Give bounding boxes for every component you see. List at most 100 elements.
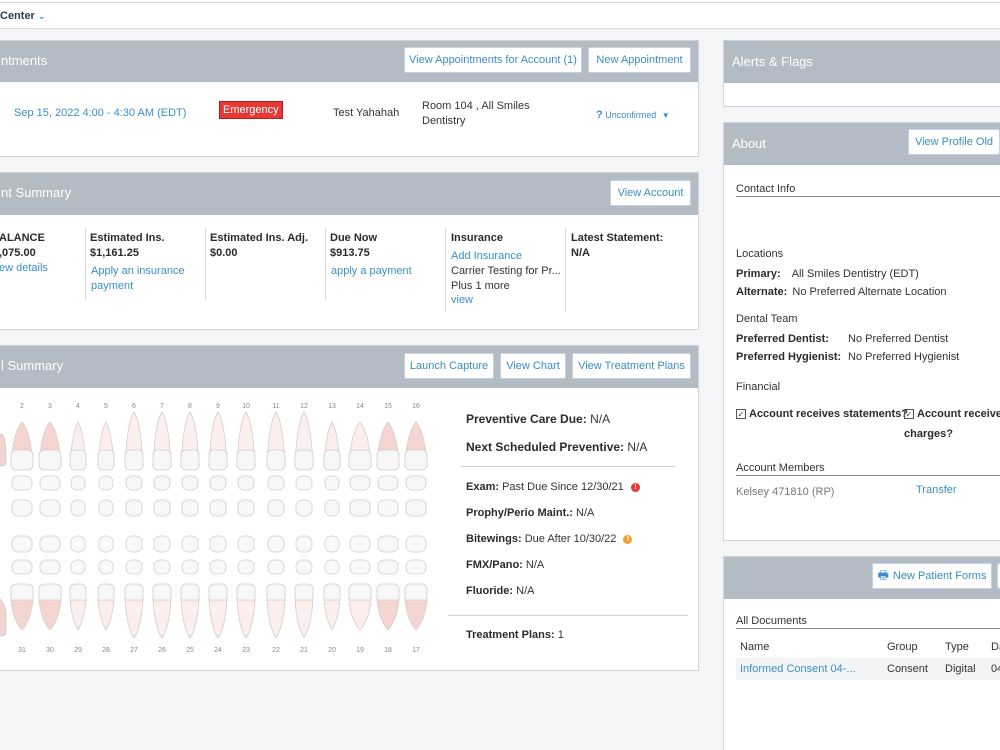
tooth-upper-crown (152, 449, 172, 471)
documents-more-button[interactable] (997, 563, 1000, 589)
transfer-link[interactable]: Transfer (916, 484, 957, 496)
column-divider (325, 228, 326, 300)
column-divider (85, 228, 86, 300)
statements-checkbox[interactable]: ✓ Account receives statements? (736, 408, 908, 420)
tooth-occlusal-lower (98, 535, 114, 553)
appointment-location-line1: Room 104 , All Smiles (422, 100, 530, 112)
tooth-occlusal-lower (405, 535, 427, 553)
primary-value: All Smiles Dentistry (EDT) (791, 268, 919, 280)
tooth-number: 14 (356, 403, 364, 410)
statements-label: Account receives statements? (749, 408, 908, 420)
about-header: About View Profile Old (724, 123, 1000, 165)
financial-heading: Financial (736, 381, 781, 393)
tooth-occlusal-upper (349, 475, 371, 491)
tooth-occlusal-upper (70, 475, 86, 491)
emergency-badge: Emergency (219, 101, 283, 119)
prophy-row: Prophy/Perio Maint.: N/A (466, 507, 594, 519)
appointment-status-dropdown[interactable]: ? Unconfirmed ▼ (596, 109, 670, 121)
tooth-occlusal-lower (11, 535, 33, 553)
charges-checkbox[interactable]: ✓ Account receives (904, 408, 1000, 420)
primary-location: Primary: All Smiles Dentistry (EDT) (736, 268, 919, 280)
tooth-number: 16 (412, 403, 420, 410)
tooth-lower-root (38, 599, 62, 631)
balance-value: ,075.00 (0, 247, 36, 259)
exam-row: Exam: Past Due Since 12/30/21 ! (466, 481, 640, 493)
tooth-chart-svg: 2313304295286277268259241023112212211320… (0, 403, 428, 654)
tooth-occlusal-upper-2 (324, 499, 340, 517)
exam-value: Past Due Since 12/30/21 (502, 481, 624, 493)
fluoride-label: Fluoride: (466, 585, 514, 597)
apply-insurance-link-line2[interactable]: payment (91, 280, 134, 292)
question-icon: ? (596, 109, 603, 121)
locations-heading: Locations (736, 248, 784, 260)
tooth-number: 9 (216, 403, 220, 410)
center-selector[interactable]: Center ⌄ (0, 10, 45, 22)
all-documents-heading: All Documents (736, 615, 807, 627)
tooth-number: 12 (300, 403, 308, 410)
appointments-panel: ntments View Appointments for Account (1… (0, 40, 699, 157)
tooth-number: 3 (48, 403, 52, 410)
tooth-occlusal-lower (153, 535, 171, 553)
appointments-title: ntments (1, 53, 48, 68)
tooth-upper-crown (124, 449, 144, 471)
launch-capture-button[interactable]: Launch Capture (404, 353, 494, 379)
prophy-label: Prophy/Perio Maint.: (466, 507, 573, 519)
view-profile-old-button[interactable]: View Profile Old (908, 129, 1000, 155)
tooth-number: 25 (186, 647, 194, 654)
view-treatment-plans-button[interactable]: View Treatment Plans (572, 353, 691, 379)
clinical-summary-header: l Summary Launch Capture View Chart View… (0, 346, 698, 388)
tooth-lower-root (97, 599, 115, 631)
appointment-provider: Test Yahahah (333, 107, 400, 119)
tooth-occlusal-upper-2 (125, 499, 143, 517)
tooth-occlusal-lower (295, 535, 313, 553)
view-account-button[interactable]: View Account (610, 180, 691, 206)
check-icon: ✓ (736, 409, 746, 420)
chevron-down-icon: ⌄ (37, 11, 46, 21)
exam-label: Exam: (466, 481, 500, 493)
tooth-occlusal-lower-2 (324, 559, 340, 575)
document-name-link[interactable]: Informed Consent 04-... (740, 663, 856, 675)
tooth-occlusal-upper-2 (153, 499, 171, 517)
documents-panel: 🖶 New Patient Forms All Documents Name Gr… (723, 556, 1000, 750)
top-bar: Center ⌄ (0, 0, 1000, 29)
tooth-occlusal-upper (98, 475, 114, 491)
new-appointment-button[interactable]: New Appointment (588, 47, 691, 73)
tooth-occlusal-upper (377, 475, 399, 491)
account-summary-panel: nt Summary View Account ALANCE ,075.00 e… (0, 172, 699, 330)
tooth-number: 18 (384, 647, 392, 654)
view-chart-button[interactable]: View Chart (500, 353, 566, 379)
tooth-occlusal-upper (405, 475, 427, 491)
tooth-chart[interactable]: 2 31 3 30 4 29 5 28 6 27 7 26 8 25 9 24 10 23 11 22 12 21 13 20… (0, 398, 431, 658)
preferred-dentist-label: Preferred Dentist: (736, 333, 829, 345)
tooth-lower-root (404, 599, 428, 631)
documents-header: 🖶 New Patient Forms (724, 557, 1000, 599)
apply-insurance-link[interactable]: Apply an insurance (91, 265, 185, 277)
tooth-lower-root (236, 599, 256, 639)
clinical-summary-panel: l Summary Launch Capture View Chart View… (0, 345, 699, 671)
member-name: Kelsey 471810 (RP) (736, 486, 835, 498)
new-patient-forms-button[interactable]: 🖶 New Patient Forms (872, 563, 992, 589)
tooth-occlusal-upper (153, 475, 171, 491)
apply-payment-link[interactable]: apply a payment (331, 265, 412, 277)
view-appointments-button[interactable]: View Appointments for Account (1) (404, 47, 582, 73)
next-scheduled-preventive-value: N/A (627, 440, 648, 454)
appointment-type-badge: Emergency (219, 101, 283, 119)
tooth-occlusal-lower-2 (405, 559, 427, 575)
tooth-occlusal-lower-2 (267, 559, 285, 575)
appointment-datetime-link[interactable]: Sep 15, 2022 4:00 - 4:30 AM (EDT) (14, 107, 187, 119)
tooth-occlusal-lower-2 (125, 559, 143, 575)
dental-team-heading: Dental Team (736, 313, 798, 325)
bitewings-value: Due After 10/30/22 (524, 533, 617, 545)
tooth-lower-root (180, 599, 200, 639)
estimated-ins-adj-label: Estimated Ins. Adj. (210, 232, 309, 244)
tooth-number: 15 (384, 403, 392, 410)
tooth-lower-root (376, 599, 400, 631)
view-details-link[interactable]: ew details (0, 262, 48, 274)
add-insurance-link[interactable]: Add Insurance (451, 250, 522, 262)
tooth-occlusal-upper-2 (98, 499, 114, 517)
tooth-number: 31 (18, 647, 26, 654)
view-insurance-link[interactable]: view (451, 294, 474, 306)
estimated-ins-value: $1,161.25 (90, 247, 139, 259)
fluoride-row: Fluoride: N/A (466, 585, 534, 597)
table-row[interactable] (736, 658, 1000, 680)
